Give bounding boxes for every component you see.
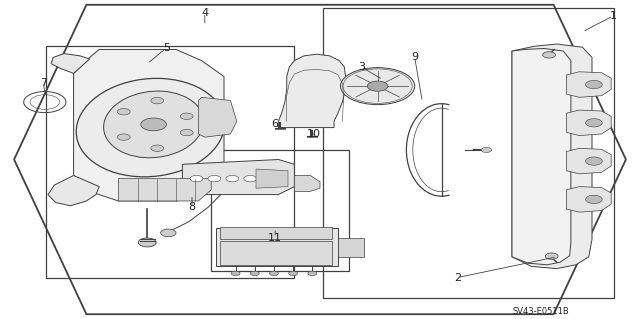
Polygon shape bbox=[566, 187, 611, 212]
Polygon shape bbox=[48, 175, 99, 206]
FancyBboxPatch shape bbox=[216, 228, 338, 266]
Circle shape bbox=[151, 97, 164, 104]
Circle shape bbox=[138, 238, 156, 247]
Circle shape bbox=[141, 118, 166, 131]
Polygon shape bbox=[566, 110, 611, 136]
Polygon shape bbox=[118, 179, 211, 201]
Text: 1: 1 bbox=[610, 11, 616, 21]
Circle shape bbox=[117, 108, 130, 115]
Circle shape bbox=[151, 145, 164, 152]
Text: 6: 6 bbox=[272, 119, 278, 130]
Circle shape bbox=[244, 175, 257, 182]
Polygon shape bbox=[512, 44, 592, 269]
Polygon shape bbox=[512, 48, 571, 265]
Circle shape bbox=[481, 147, 492, 152]
Circle shape bbox=[586, 119, 602, 127]
Text: 3: 3 bbox=[358, 62, 365, 72]
Circle shape bbox=[586, 80, 602, 89]
Polygon shape bbox=[294, 175, 320, 191]
Polygon shape bbox=[198, 97, 237, 137]
Circle shape bbox=[161, 229, 176, 237]
Circle shape bbox=[543, 52, 556, 58]
Text: 2: 2 bbox=[454, 272, 461, 283]
Polygon shape bbox=[51, 54, 90, 73]
Text: 7: 7 bbox=[40, 78, 47, 88]
Circle shape bbox=[586, 195, 602, 204]
Circle shape bbox=[308, 271, 317, 276]
FancyBboxPatch shape bbox=[220, 227, 332, 239]
Text: 8: 8 bbox=[188, 202, 196, 212]
Circle shape bbox=[180, 113, 193, 119]
Circle shape bbox=[117, 134, 130, 140]
Text: 5: 5 bbox=[163, 43, 170, 53]
Polygon shape bbox=[278, 54, 346, 128]
Circle shape bbox=[340, 68, 415, 105]
FancyBboxPatch shape bbox=[220, 241, 332, 265]
Circle shape bbox=[367, 81, 388, 91]
Ellipse shape bbox=[76, 78, 225, 177]
Circle shape bbox=[180, 130, 193, 136]
Text: 10: 10 bbox=[307, 129, 321, 139]
Text: SV43-E0511B: SV43-E0511B bbox=[513, 307, 569, 315]
Polygon shape bbox=[74, 49, 224, 201]
Text: 4: 4 bbox=[201, 8, 209, 18]
Polygon shape bbox=[566, 72, 611, 97]
Ellipse shape bbox=[104, 91, 204, 158]
Circle shape bbox=[269, 271, 278, 276]
Circle shape bbox=[289, 271, 298, 276]
Polygon shape bbox=[182, 160, 294, 195]
Polygon shape bbox=[256, 169, 288, 188]
Circle shape bbox=[250, 271, 259, 276]
Circle shape bbox=[586, 157, 602, 165]
Text: 11: 11 bbox=[268, 233, 282, 243]
FancyBboxPatch shape bbox=[338, 238, 364, 257]
Circle shape bbox=[231, 271, 240, 276]
Circle shape bbox=[190, 175, 203, 182]
Circle shape bbox=[226, 175, 239, 182]
Polygon shape bbox=[566, 148, 611, 174]
Text: 9: 9 bbox=[411, 52, 419, 63]
Circle shape bbox=[208, 175, 221, 182]
Circle shape bbox=[545, 253, 558, 259]
